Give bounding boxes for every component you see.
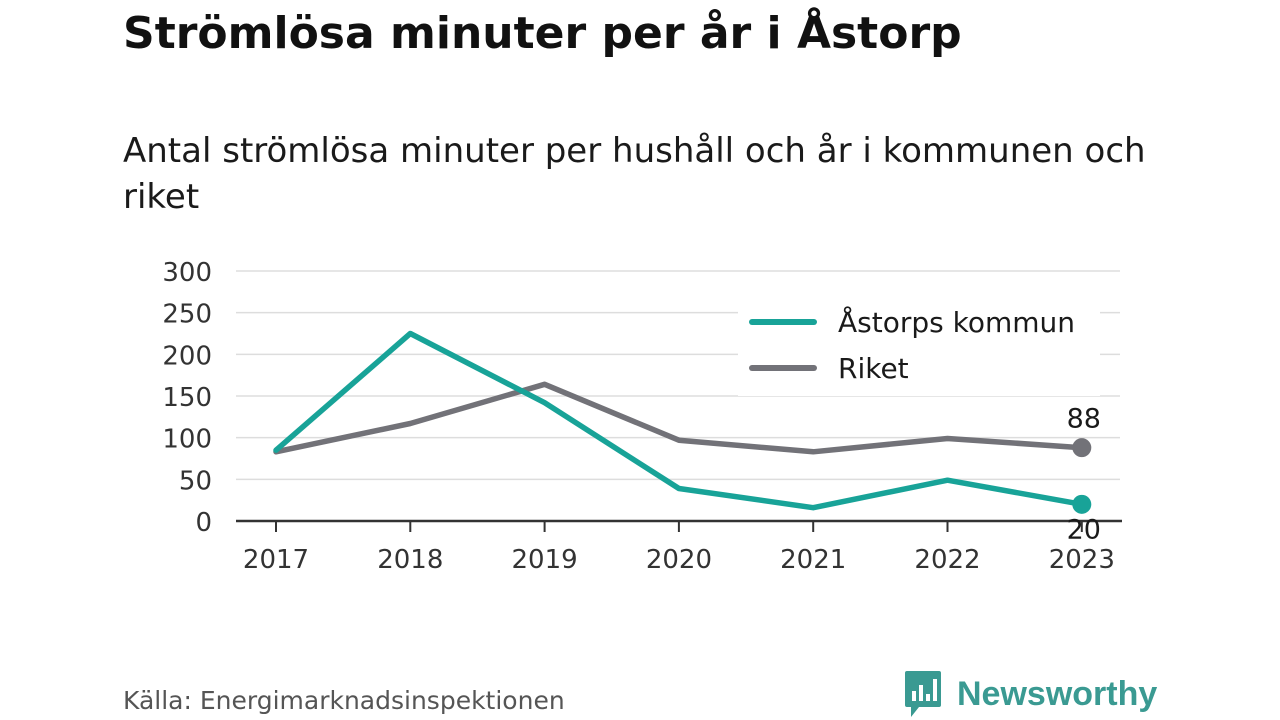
x-axis-tick-labels: 2017 2018 2019 2020 2021 2022 2023 [243,545,1115,575]
legend: Åstorps kommun Riket [738,294,1100,396]
source-note: Källa: Energimarknadsinspektionen [123,686,565,715]
series-line-1 [273,381,1085,455]
end-label-1: 88 [1067,404,1101,435]
legend-background [738,294,1100,396]
x-tick-label-2022: 2022 [914,545,980,575]
y-tick-label-150: 150 [162,383,212,413]
x-tick-label-2020: 2020 [646,545,712,575]
y-axis-tick-labels: 300 250 200 150 100 50 0 [162,258,212,538]
x-tick-label-2018: 2018 [377,545,443,575]
x-tick-label-2023: 2023 [1049,545,1115,575]
y-tick-label-300: 300 [162,258,212,288]
end-label-0: 20 [1067,514,1101,545]
y-tick-label-200: 200 [162,341,212,371]
y-tick-label-50: 50 [179,466,212,496]
chart-title: Strömlösa minuter per år i Åstorp [123,8,962,59]
x-tick-label-2017: 2017 [243,545,309,575]
x-tick-label-2019: 2019 [512,545,578,575]
bar-chart-speech-bubble-icon [905,671,941,717]
series-lines [273,330,1092,514]
x-axis [236,519,1122,532]
y-tick-label-100: 100 [162,425,212,455]
y-tick-label-0: 0 [195,508,212,538]
brand-logo: Newsworthy [903,668,1157,720]
y-tick-label-250: 250 [162,300,212,330]
legend-label-1: Riket [838,352,909,385]
series-line-0 [273,330,1085,511]
end-point-1 [1072,438,1092,458]
x-tick-label-2021: 2021 [780,545,846,575]
chart-subtitle: Antal strömlösa minuter per hushåll och … [123,131,1146,217]
legend-label-0: Åstorps kommun [838,305,1075,339]
brand-name: Newsworthy [957,674,1158,713]
end-point-0 [1072,494,1092,514]
